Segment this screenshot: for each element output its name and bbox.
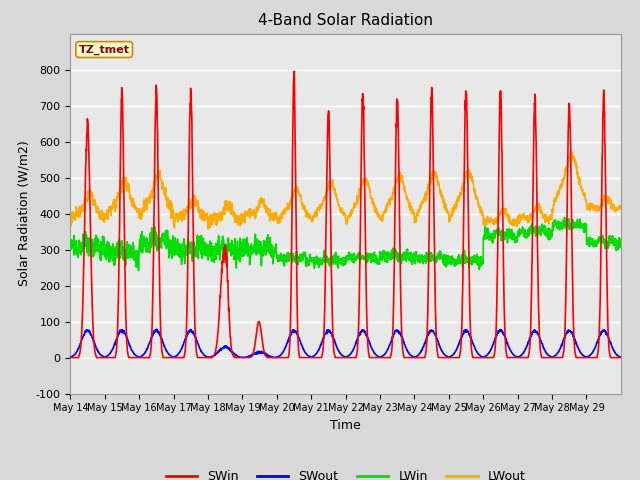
Title: 4-Band Solar Radiation: 4-Band Solar Radiation xyxy=(258,13,433,28)
Text: TZ_tmet: TZ_tmet xyxy=(79,44,130,55)
Y-axis label: Solar Radiation (W/m2): Solar Radiation (W/m2) xyxy=(17,141,30,287)
Legend: SWin, SWout, LWin, LWout: SWin, SWout, LWin, LWout xyxy=(161,465,531,480)
X-axis label: Time: Time xyxy=(330,419,361,432)
